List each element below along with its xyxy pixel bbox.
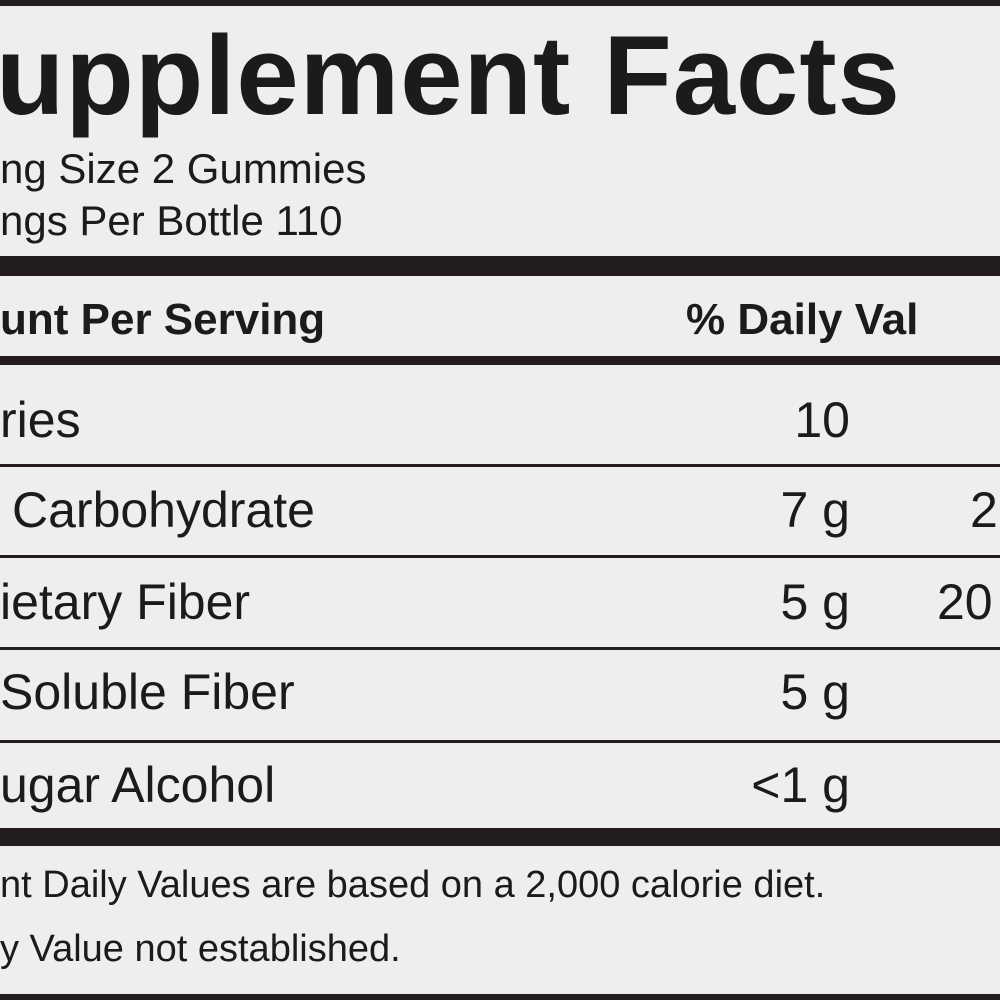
nutrient-amount: 5 g — [780, 664, 850, 720]
nutrient-amount: 5 g — [780, 574, 850, 630]
footnote: y Value not established. — [0, 928, 401, 970]
label-title: upplement Facts — [0, 13, 901, 138]
nutrient-amount: 10 — [794, 392, 850, 448]
nutrient-name: Carbohydrate — [12, 482, 315, 538]
serving-size: ng Size 2 Gummies — [0, 145, 367, 192]
nutrient-name: ietary Fiber — [0, 574, 251, 630]
border-top — [0, 0, 1000, 6]
border-bottom — [0, 994, 1000, 1000]
thick-rule — [0, 828, 1000, 846]
row-rule — [0, 555, 1000, 558]
nutrient-dv: 2 — [970, 482, 998, 538]
row-rule — [0, 464, 1000, 467]
nutrient-dv: 20 — [937, 574, 993, 630]
nutrient-name: Soluble Fiber — [0, 664, 295, 720]
nutrient-name: ugar Alcohol — [0, 757, 276, 813]
header-rule — [0, 356, 1000, 365]
nutrient-amount: 7 g — [780, 482, 850, 538]
nutrient-amount: <1 g — [751, 757, 850, 813]
row-rule — [0, 740, 1000, 743]
nutrient-name: ries — [0, 392, 81, 448]
amount-header: unt Per Serving — [0, 295, 326, 344]
row-rule — [0, 647, 1000, 650]
dv-header: % Daily Val — [686, 295, 919, 344]
footnote: nt Daily Values are based on a 2,000 cal… — [0, 864, 826, 906]
servings-per-bottle: ngs Per Bottle 110 — [0, 197, 343, 244]
thick-rule — [0, 256, 1000, 276]
